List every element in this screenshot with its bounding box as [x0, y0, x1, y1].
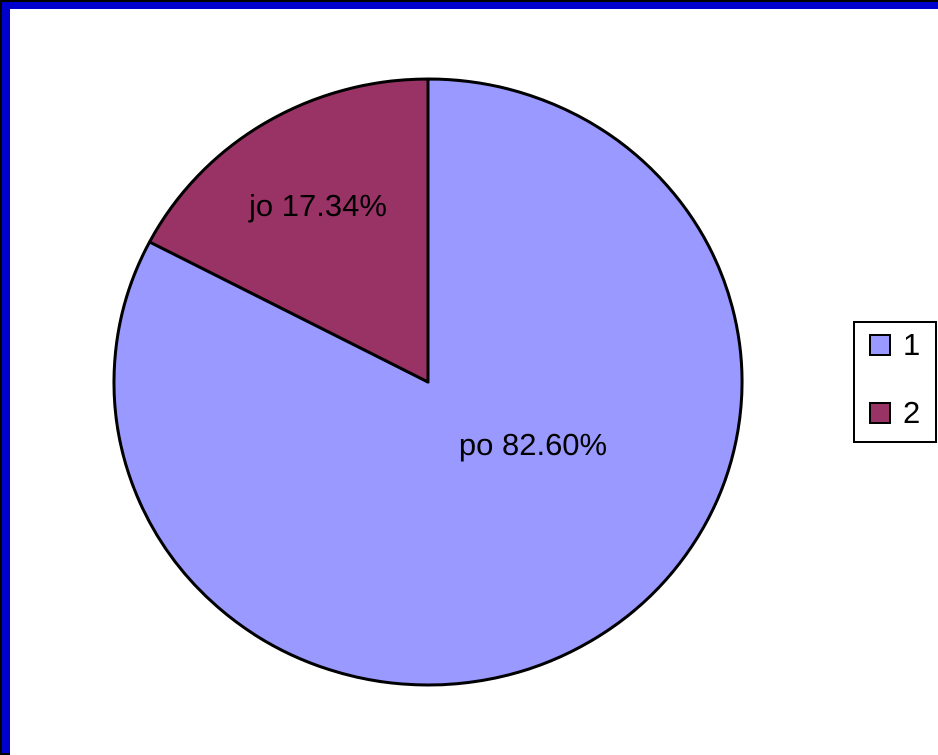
data-label: jo 17.34%	[248, 188, 387, 223]
data-label: po 82.60%	[459, 427, 607, 462]
pie-slice	[148, 77, 430, 384]
legend-label: 1	[903, 327, 920, 362]
legend-swatch	[869, 402, 891, 424]
legend-swatch	[869, 334, 891, 356]
legend-label: 2	[903, 395, 920, 430]
legend	[853, 321, 937, 443]
pie: po 82.60% jo 17.34%	[112, 77, 744, 687]
legend-items: 12	[869, 327, 920, 430]
